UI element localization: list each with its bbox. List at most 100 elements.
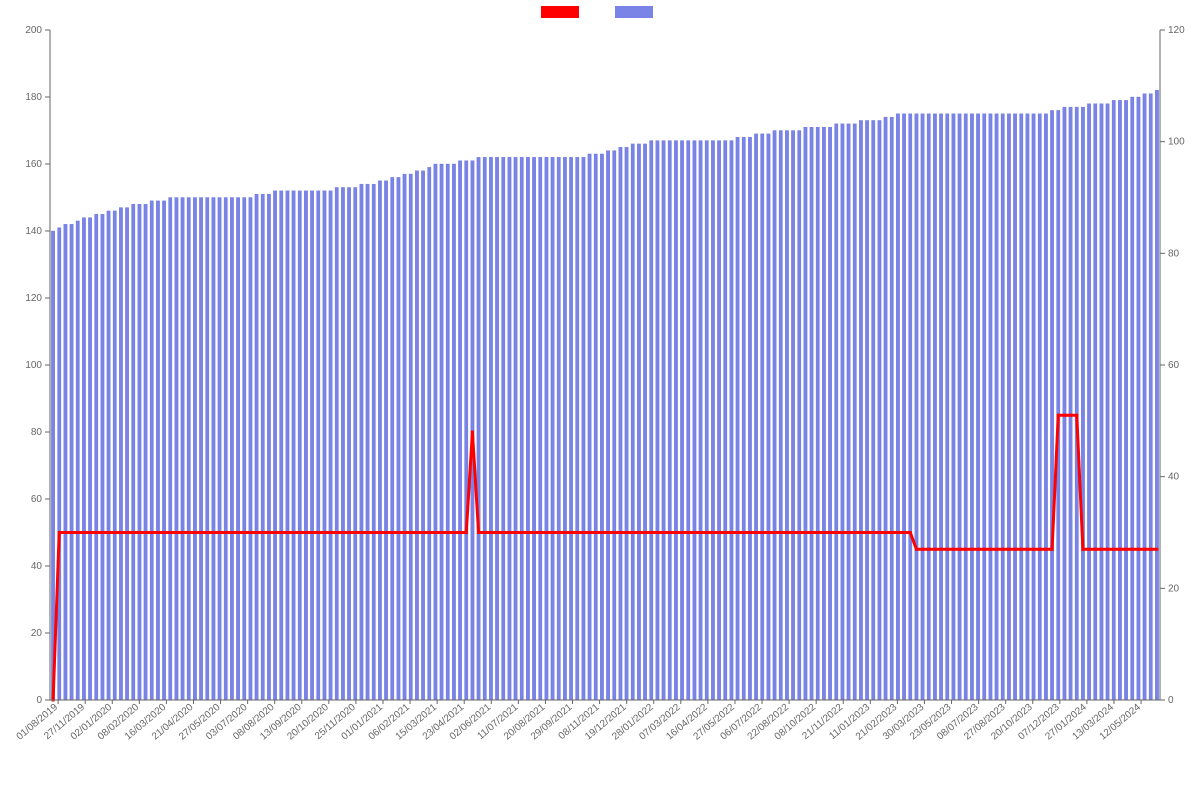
line-marker — [249, 531, 252, 534]
line-marker — [724, 531, 727, 534]
line-marker — [64, 531, 67, 534]
bar — [495, 157, 498, 700]
bar — [557, 157, 560, 700]
line-marker — [989, 548, 992, 551]
line-marker — [360, 531, 363, 534]
legend-swatch-red — [541, 6, 579, 18]
bar — [169, 198, 172, 701]
bar — [606, 151, 609, 700]
line-marker — [206, 531, 209, 534]
line-marker — [1155, 548, 1158, 551]
line-group — [52, 414, 1159, 702]
bar — [896, 114, 899, 700]
y-right-tick-label: 120 — [1168, 25, 1185, 36]
bar — [273, 191, 276, 700]
chart-container: 0204060801001201401601802000204060801001… — [0, 0, 1200, 800]
bar — [915, 114, 918, 700]
bar — [1081, 107, 1084, 700]
bar — [224, 198, 227, 701]
bar — [372, 184, 375, 700]
line-marker — [835, 531, 838, 534]
bar — [613, 151, 616, 700]
line-marker — [101, 531, 104, 534]
bar — [458, 161, 461, 700]
bar — [384, 181, 387, 700]
bar — [705, 141, 708, 700]
bar — [82, 218, 85, 700]
bar — [1155, 90, 1158, 700]
bar — [551, 157, 554, 700]
line-marker — [138, 531, 141, 534]
bar — [317, 191, 320, 700]
bar — [773, 131, 776, 701]
line-marker — [520, 531, 523, 534]
line-marker — [218, 531, 221, 534]
line-marker — [372, 531, 375, 534]
y-right-tick-label: 80 — [1168, 248, 1180, 259]
line-marker — [699, 531, 702, 534]
bar — [841, 124, 844, 700]
line-marker — [1088, 548, 1091, 551]
bar — [64, 224, 67, 700]
bar — [107, 211, 110, 700]
line-marker — [909, 531, 912, 534]
line-marker — [409, 531, 412, 534]
bar — [847, 124, 850, 700]
bar — [181, 198, 184, 701]
bar — [440, 164, 443, 700]
bar — [132, 204, 135, 700]
line-marker — [304, 531, 307, 534]
legend-item-series1 — [541, 6, 585, 18]
bar — [964, 114, 967, 700]
bar — [1124, 100, 1127, 700]
bar — [687, 141, 690, 700]
line-marker — [132, 531, 135, 534]
bar — [175, 198, 178, 701]
line-marker — [644, 531, 647, 534]
line-marker — [674, 531, 677, 534]
line-marker — [212, 531, 215, 534]
bar — [742, 137, 745, 700]
bar — [1087, 104, 1090, 700]
line-marker — [446, 531, 449, 534]
line-marker — [156, 531, 159, 534]
line-marker — [95, 531, 98, 534]
line-marker — [730, 531, 733, 534]
line-marker — [718, 531, 721, 534]
line-marker — [767, 531, 770, 534]
line-marker — [619, 531, 622, 534]
bar — [662, 141, 665, 700]
line-marker — [323, 531, 326, 534]
bar — [304, 191, 307, 700]
line-marker — [1026, 548, 1029, 551]
bar — [156, 201, 159, 700]
bar — [452, 164, 455, 700]
line-marker — [872, 531, 875, 534]
bar — [878, 120, 881, 700]
line-marker — [175, 531, 178, 534]
line-marker — [1149, 548, 1152, 551]
line-marker — [187, 531, 190, 534]
bar — [717, 141, 720, 700]
bar — [212, 198, 215, 701]
line-marker — [434, 531, 437, 534]
bar — [1094, 104, 1097, 700]
line-marker — [964, 548, 967, 551]
line-marker — [748, 531, 751, 534]
bar — [526, 157, 529, 700]
bar — [754, 134, 757, 700]
bar — [125, 208, 128, 700]
bar — [508, 157, 511, 700]
line-marker — [829, 531, 832, 534]
bar — [643, 144, 646, 700]
line-marker — [440, 531, 443, 534]
line-marker — [896, 531, 899, 534]
bar — [187, 198, 190, 701]
line-marker — [378, 531, 381, 534]
line-marker — [1032, 548, 1035, 551]
bar — [1020, 114, 1023, 700]
line-marker — [366, 531, 369, 534]
line-marker — [637, 531, 640, 534]
line-marker — [915, 548, 918, 551]
line-marker — [1143, 548, 1146, 551]
